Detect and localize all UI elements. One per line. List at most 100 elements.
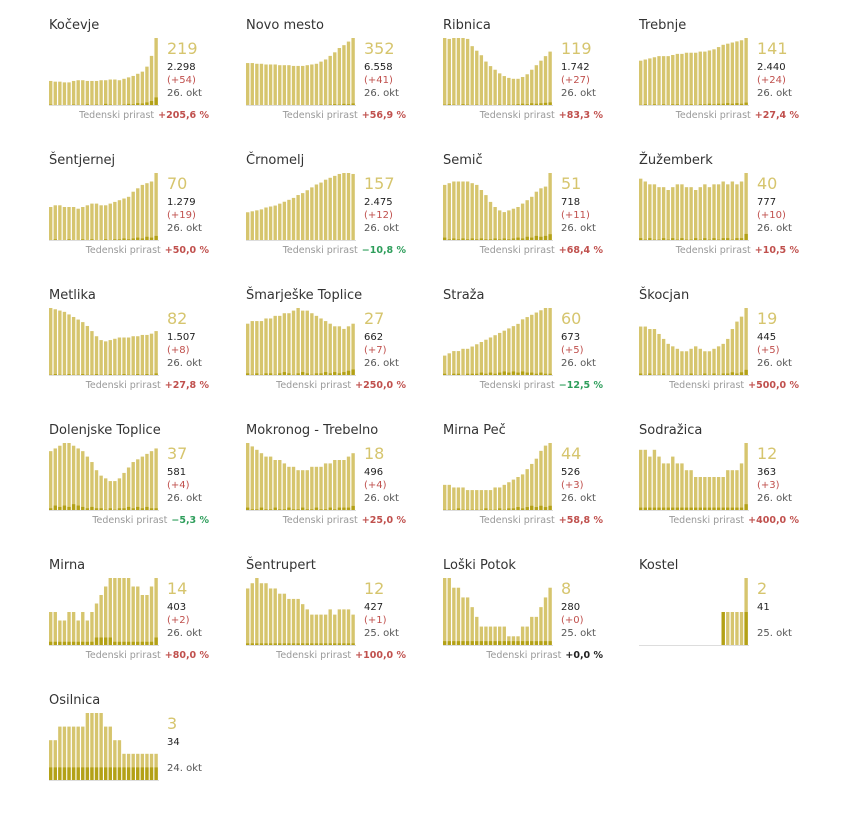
sparkline-chart	[639, 441, 749, 511]
active-cases-bar	[49, 451, 52, 511]
active-cases-bar	[113, 481, 116, 511]
weekly-growth-value: +27,8 %	[165, 380, 209, 391]
active-cases-bar	[306, 190, 309, 241]
active-cases-bar	[639, 327, 642, 376]
active-cases-bar	[461, 597, 464, 646]
active-cases-value: 60	[561, 309, 581, 328]
active-cases-bar	[667, 344, 670, 376]
active-cases-bar	[452, 588, 455, 646]
active-cases-bar	[680, 184, 683, 241]
weekly-growth-label: Tedenski prirast	[86, 380, 161, 391]
active-cases-bar	[503, 485, 506, 511]
active-cases-bar	[113, 339, 116, 376]
active-cases-bar	[86, 81, 89, 106]
active-cases-bar	[717, 477, 720, 511]
active-cases-bar	[351, 324, 354, 376]
active-cases-bar	[351, 453, 354, 511]
sparkline-chart	[49, 36, 159, 106]
active-cases-bar	[109, 204, 112, 241]
active-cases-bar	[475, 344, 478, 376]
active-cases-bar	[333, 52, 336, 106]
sparkline-chart	[49, 306, 159, 376]
active-cases-bar	[338, 460, 341, 511]
active-cases-bar	[452, 38, 455, 106]
total-cases-value: 2.440	[757, 62, 786, 73]
total-cases-value: 280	[561, 602, 580, 613]
active-cases-bar	[99, 340, 102, 376]
active-cases-bar	[246, 588, 249, 646]
new-cases-value: (+11)	[561, 210, 590, 221]
active-cases-bar	[301, 193, 304, 241]
municipality-title: Mokronog - Trebelno	[246, 423, 378, 438]
active-cases-bar	[292, 599, 295, 646]
active-cases-bar	[443, 185, 446, 241]
active-cases-bar	[726, 612, 729, 646]
active-cases-bar	[493, 335, 496, 376]
new-cases-bar	[154, 97, 157, 106]
weekly-growth-label: Tedenski prirast	[79, 110, 154, 121]
new-cases-value: (+12)	[364, 210, 393, 221]
active-cases-bar	[333, 326, 336, 376]
date-label: 26. okt	[364, 223, 399, 234]
total-cases-value: 34	[167, 737, 180, 748]
municipality-title: Novo mesto	[246, 18, 324, 33]
active-cases-bar	[680, 54, 683, 106]
active-cases-bar	[287, 200, 290, 241]
active-cases-bar	[315, 64, 318, 106]
weekly-growth: Tedenski prirast +27,8 %	[86, 380, 209, 391]
active-cases-bar	[744, 38, 747, 106]
active-cases-bar	[296, 599, 299, 646]
new-cases-bar	[109, 638, 112, 647]
active-cases-bar	[104, 205, 107, 241]
active-cases-bar	[269, 318, 272, 376]
sparkline-chart	[639, 171, 749, 241]
sparkline-chart	[246, 576, 356, 646]
active-cases-bar	[283, 65, 286, 106]
active-cases-bar	[653, 57, 656, 106]
active-cases-bar	[644, 60, 647, 106]
active-cases-bar	[521, 319, 524, 376]
new-cases-value: (+5)	[757, 345, 780, 356]
active-cases-bar	[283, 202, 286, 241]
active-cases-bar	[315, 615, 318, 646]
active-cases-bar	[278, 594, 281, 646]
active-cases-bar	[644, 450, 647, 511]
active-cases-bar	[448, 578, 451, 646]
date-label: 26. okt	[561, 358, 596, 369]
weekly-growth-label: Tedenski prirast	[669, 380, 744, 391]
active-cases-bar	[443, 356, 446, 376]
total-cases-value: 41	[757, 602, 770, 613]
total-cases-value: 1.279	[167, 197, 196, 208]
active-cases-bar	[516, 477, 519, 511]
active-cases-bar	[735, 612, 738, 646]
active-cases-bar	[526, 317, 529, 376]
active-cases-bar	[489, 202, 492, 241]
active-cases-bar	[67, 314, 70, 376]
active-cases-bar	[49, 612, 52, 646]
active-cases-bar	[644, 182, 647, 242]
active-cases-bar	[67, 443, 70, 511]
new-cases-bar	[90, 767, 93, 781]
active-cases-bar	[708, 477, 711, 511]
active-cases-bar	[104, 478, 107, 511]
sparkline-chart	[246, 441, 356, 511]
weekly-growth: Tedenski prirast+25,0 %	[283, 515, 406, 526]
active-cases-bar	[99, 80, 102, 106]
active-cases-value: 19	[757, 309, 777, 328]
active-cases-bar	[535, 313, 538, 376]
new-cases-value: (+8)	[167, 345, 190, 356]
municipality-title: Mirna Peč	[443, 423, 506, 438]
active-cases-bar	[471, 46, 474, 106]
active-cases-bar	[539, 61, 542, 106]
active-cases-bar	[516, 207, 519, 241]
active-cases-bar	[703, 52, 706, 106]
active-cases-bar	[548, 52, 551, 106]
active-cases-bar	[338, 326, 341, 376]
active-cases-bar	[287, 313, 290, 376]
weekly-growth-value: +56,9 %	[362, 110, 406, 121]
active-cases-bar	[118, 478, 121, 511]
